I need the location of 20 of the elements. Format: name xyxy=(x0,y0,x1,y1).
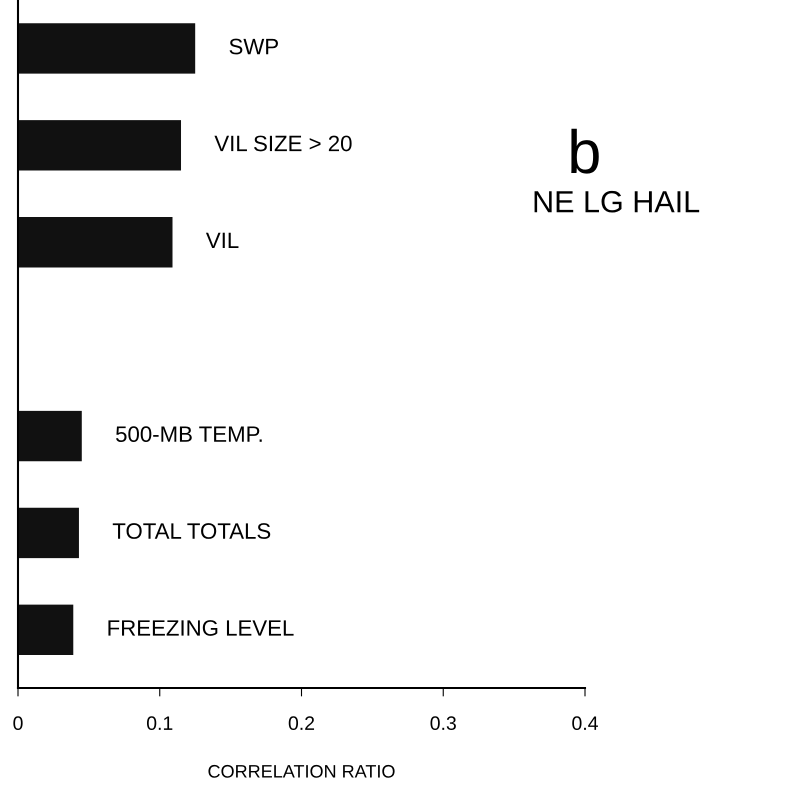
bar xyxy=(18,410,82,462)
y-tick-label: TOTAL TOTALS xyxy=(112,523,270,539)
bar xyxy=(18,508,79,558)
bar xyxy=(18,217,173,268)
y-tick-label: VIL SIZE > 20 xyxy=(214,136,352,152)
x-tick-label: 0.4 xyxy=(572,716,598,730)
x-tick-label: 0 xyxy=(13,716,23,730)
bar xyxy=(18,120,182,171)
y-tick-label: 500-MB TEMP. xyxy=(116,426,262,442)
x-axis-title: CORRELATION RATIO xyxy=(208,764,395,778)
annotation: NE LG HAIL xyxy=(534,190,700,213)
y-tick-label: FREEZING LEVEL xyxy=(108,620,294,636)
annotation: b xyxy=(571,128,599,174)
y-tick-label: SWP xyxy=(230,38,278,54)
bar xyxy=(18,604,74,656)
x-tick-label: 0.2 xyxy=(288,716,314,730)
bar xyxy=(18,23,196,74)
x-tick-label: 0.1 xyxy=(146,716,172,730)
x-tick-label: 0.3 xyxy=(430,716,456,730)
y-tick-label: VIL xyxy=(206,232,238,248)
